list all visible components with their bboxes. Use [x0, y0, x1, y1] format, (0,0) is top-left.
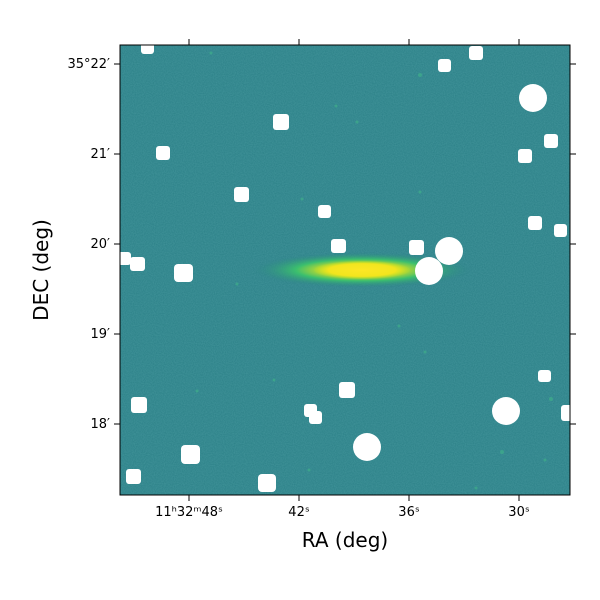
- mask-square: [331, 239, 346, 253]
- y-tick-label: 35°22′: [67, 57, 110, 72]
- masked-sources: [118, 42, 573, 492]
- mask-square: [318, 205, 331, 218]
- x-axis-title: RA (deg): [302, 528, 388, 552]
- x-tick-label: 11ʰ32ᵐ48ˢ: [155, 505, 223, 520]
- y-axis-title: DEC (deg): [29, 219, 53, 321]
- mask-square: [273, 114, 289, 130]
- mask-circle: [353, 433, 381, 461]
- mask-square: [118, 252, 131, 265]
- y-tick-label: 21′: [91, 147, 111, 162]
- faint-stars: [195, 51, 553, 490]
- mask-square: [438, 59, 451, 72]
- mask-square: [561, 405, 573, 421]
- mask-square: [554, 224, 567, 237]
- mask-circle: [492, 397, 520, 425]
- y-tick-label: 18′: [91, 417, 111, 432]
- x-tick-label: 36ˢ: [398, 505, 420, 520]
- mask-square: [469, 46, 483, 60]
- mask-square: [131, 397, 147, 413]
- mask-circle: [415, 257, 443, 285]
- mask-circle: [435, 237, 463, 265]
- mask-square: [156, 146, 170, 160]
- image-panel: [118, 42, 573, 496]
- x-tick-labels: 11ʰ32ᵐ48ˢ 42ˢ 36ˢ 30ˢ: [155, 505, 530, 520]
- mask-square: [339, 382, 355, 398]
- mask-square: [130, 257, 145, 271]
- mask-square: [544, 134, 558, 148]
- mask-square: [174, 264, 193, 282]
- mask-square: [258, 474, 276, 492]
- mask-square: [518, 149, 532, 163]
- mask-square: [234, 187, 249, 202]
- y-tick-label: 19′: [91, 327, 111, 342]
- x-tick-label: 42ˢ: [288, 505, 310, 520]
- mask-circle: [519, 84, 547, 112]
- mask-square: [409, 240, 424, 255]
- x-tick-label: 30ˢ: [508, 505, 530, 520]
- mask-square: [141, 42, 154, 54]
- galaxy-core: [314, 261, 410, 279]
- plot-frame: [119, 44, 571, 496]
- mask-square: [126, 469, 141, 484]
- y-tick-label: 20′: [91, 237, 111, 252]
- tick-marks: [114, 39, 576, 501]
- mask-square: [309, 411, 322, 424]
- y-tick-labels: 35°22′ 21′ 20′ 19′ 18′: [67, 57, 110, 432]
- mask-square: [528, 216, 542, 230]
- mask-square: [181, 445, 200, 464]
- mask-square: [538, 370, 551, 382]
